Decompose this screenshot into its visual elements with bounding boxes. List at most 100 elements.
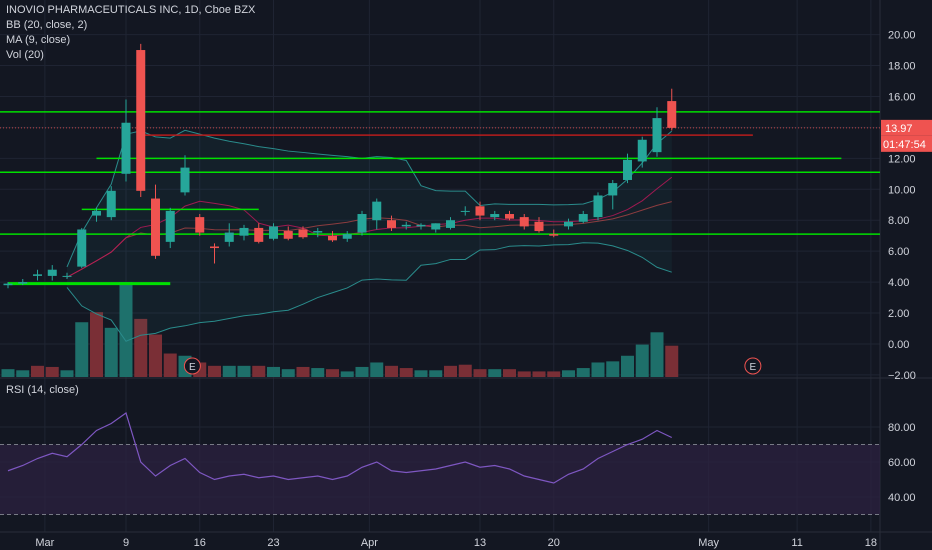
volume-bar (16, 370, 30, 377)
volume-bar (222, 365, 236, 377)
date-tick-label: 9 (123, 537, 129, 549)
price-tick-label: 4.00 (888, 277, 909, 289)
legend-ma[interactable]: MA (9, close) (6, 34, 71, 46)
candle-body (431, 223, 441, 230)
bb-fill (67, 130, 672, 342)
volume-bar (650, 332, 664, 377)
volume-bar (547, 371, 561, 377)
volume-bar (237, 365, 251, 377)
candle-body (446, 220, 455, 228)
rsi-fill (0, 444, 880, 515)
volume-bar (635, 344, 649, 377)
rsi-tick-label: 60.00 (888, 457, 916, 469)
candle-body (18, 282, 28, 284)
earnings-marker (744, 357, 762, 375)
volume-bars (1, 282, 679, 377)
candle-body (33, 274, 42, 276)
candle-body (401, 224, 411, 227)
volume-bar (281, 369, 295, 377)
date-tick-label: May (698, 537, 719, 549)
volume-bar (104, 327, 118, 377)
candle-body (652, 118, 662, 153)
rsi-polyline (7, 412, 673, 484)
candle-body (667, 101, 677, 128)
price-tick-label: 8.00 (888, 215, 909, 227)
legend-title[interactable]: INOVIO PHARMACEUTICALS INC, 1D, Cboe BZX (6, 4, 256, 16)
volume-bar (355, 366, 369, 377)
candle-body (3, 283, 13, 286)
volume-bar (562, 370, 575, 377)
volume-bar (606, 361, 620, 377)
date-tick-label: 23 (267, 537, 279, 549)
volume-bar (385, 365, 398, 377)
date-tick-label: 20 (548, 537, 560, 549)
earnings-marker (183, 357, 201, 375)
candle-body (416, 224, 426, 227)
volume-bar (621, 355, 634, 377)
candle-body (269, 226, 278, 239)
date-tick-label: 16 (194, 537, 206, 549)
price-tick-label: 12.00 (888, 153, 916, 165)
drawn-horizontal-lines[interactable] (0, 44, 880, 286)
candle-body (578, 214, 588, 222)
price-tick-label: 18.00 (888, 61, 916, 73)
earnings-marker-label: E (189, 362, 196, 373)
candle-body (608, 183, 618, 196)
candle-body (357, 214, 367, 233)
price-tick-label: 2.00 (888, 308, 909, 320)
price-tick-label: 10.00 (888, 184, 916, 196)
volume-bar (326, 369, 339, 377)
candle-body (490, 214, 500, 218)
volume-bar (444, 365, 457, 377)
bb-upper (66, 129, 673, 268)
volume-bar (296, 366, 310, 377)
date-tick-label: Mar (35, 537, 54, 549)
volume-bar (488, 369, 502, 377)
earnings-marker-label: E (750, 362, 757, 373)
candle-body (283, 231, 293, 239)
candle-body (534, 221, 544, 232)
candle-body (387, 220, 396, 228)
volume-bar (591, 362, 605, 377)
volume-bar (399, 368, 413, 377)
candle-body (372, 201, 382, 221)
candlesticks (3, 43, 677, 289)
last-price-label: 13.97 (885, 123, 913, 135)
candle-body (549, 234, 559, 236)
candle-body (92, 210, 101, 216)
candle-body (460, 210, 470, 212)
candle-body (505, 214, 514, 219)
volume-bar (532, 371, 546, 377)
candle-body (195, 217, 205, 233)
legend-vol[interactable]: Vol (20) (6, 49, 44, 61)
legend-rsi[interactable]: RSI (14, close) (6, 384, 79, 396)
candle-body (623, 159, 632, 180)
candle-body (136, 50, 146, 191)
candle-body (328, 235, 337, 241)
date-tick-label: 13 (474, 537, 486, 549)
price-tick-label: 16.00 (888, 91, 916, 103)
volume-bar (414, 370, 428, 377)
legend-bb[interactable]: BB (20, close, 2) (6, 19, 88, 31)
volume-bar (75, 322, 89, 377)
volume-bar (576, 368, 590, 377)
bb-lower (66, 242, 672, 342)
candle-body (106, 190, 116, 218)
date-tick-label: 18 (865, 537, 877, 549)
volume-bar (149, 334, 162, 377)
volume-bar (31, 365, 44, 377)
volume-bar (370, 362, 384, 377)
last-price-badge (881, 119, 932, 136)
candle-body (475, 206, 485, 216)
volume-bar (1, 369, 15, 377)
candle-body (519, 217, 529, 227)
candle-body (151, 198, 160, 256)
candle-body (564, 221, 573, 227)
volume-bar (473, 369, 487, 377)
candle-body (593, 195, 603, 218)
volume-bar (311, 368, 325, 377)
date-tick-label: Apr (361, 537, 378, 549)
price-badges: E E 13.97 01:47:54 (183, 119, 932, 375)
candle-body (298, 229, 308, 238)
candle-body (121, 122, 131, 174)
